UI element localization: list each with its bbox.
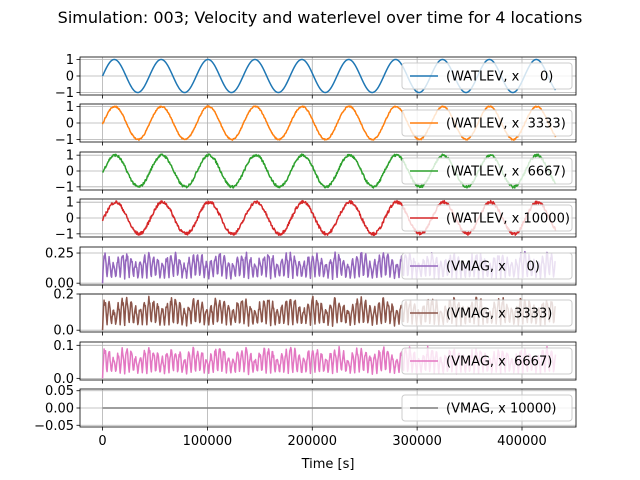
legend: (WATLEV, x 0): [401, 62, 573, 90]
legend-label: (VMAG, x 10000): [446, 402, 556, 417]
legend-label: (VMAG, x 6667): [446, 355, 552, 370]
y-tick-label: −1: [55, 227, 74, 242]
subplot-stack: −101(WATLEV, x 0)−101(WATLEV, x 3333)−10…: [34, 53, 577, 434]
subplot-frame: [79, 198, 577, 238]
subplot-3: −101 (WATLEV, x 6667): [55, 149, 577, 195]
subplot-frame: [79, 103, 577, 143]
y-tick-label: 0: [66, 117, 74, 132]
x-tick-label: 200000: [287, 434, 337, 449]
y-tick-label: 0: [66, 165, 74, 180]
y-tick-label: −1: [55, 180, 74, 195]
legend-label: (WATLEV, x 10000): [446, 212, 570, 227]
subplot-1: −10 1 (WATLEV, x 0): [55, 53, 577, 101]
legend: (WATLEV, x 10000): [401, 204, 573, 232]
x-tick-label: 400000: [497, 434, 547, 449]
chart-title: Simulation: 003; Velocity and waterlevel…: [58, 8, 583, 27]
subplot-5: 0.00 0.25 (VMAG, x 0): [45, 246, 577, 292]
y-tick-label: 0.00: [45, 402, 74, 417]
legend: (WATLEV, x 3333): [401, 109, 573, 137]
y-tick-label: 0: [66, 212, 74, 227]
x-axis-label: Time [s]: [301, 457, 355, 472]
subplot-8: −0.05 0.00 0.05 (VMAG, x 10000): [34, 384, 577, 434]
legend-label: (VMAG, x 3333): [446, 307, 552, 322]
y-tick-label: −0.05: [34, 419, 74, 434]
subplot-2: −10 1 (WATLEV, x 3333): [55, 100, 577, 148]
legend-box: [401, 394, 573, 422]
subplot-frame: [79, 388, 577, 428]
legend-box: [401, 204, 573, 232]
legend-label: (WATLEV, x 6667): [446, 165, 566, 180]
subplot-6: 0.0 0.2 (VMAG, x 3333): [53, 288, 577, 339]
legend-label: (VMAG, x 0): [446, 260, 540, 275]
y-tick-label: 0.0: [53, 372, 74, 387]
legend-box: [401, 299, 573, 327]
y-tick-label: 0.25: [45, 247, 74, 262]
legend-label: (WATLEV, x 0): [446, 70, 553, 85]
y-tick-label: 0.0: [53, 324, 74, 339]
y-tick-label: 0.00: [45, 277, 74, 292]
x-axis: 0 100000 200000 300000 400000: [98, 434, 546, 449]
subplot-frame: [79, 341, 577, 381]
subplot-4: −101 (WATLEV, x 10000): [55, 196, 577, 242]
x-tick-label: 300000: [392, 434, 442, 449]
y-tick-label: 0.05: [45, 384, 74, 399]
y-tick-label: 0.2: [53, 288, 74, 303]
subplot-frame: [79, 56, 577, 96]
legend: (WATLEV, x 6667): [401, 157, 573, 185]
legend: (VMAG, x 10000): [401, 394, 573, 422]
y-tick-label: 0: [66, 70, 74, 85]
y-tick-label: 1: [66, 196, 74, 211]
y-tick-label: 0.1: [53, 339, 74, 354]
legend: (VMAG, x 0): [401, 252, 573, 280]
legend-box: [401, 252, 573, 280]
y-tick-label: 1: [66, 149, 74, 164]
legend: (VMAG, x 3333): [401, 299, 573, 327]
legend-box: [401, 62, 573, 90]
legend-box: [401, 109, 573, 137]
x-tick-label: 0: [98, 434, 106, 449]
subplot-7: 0.0 0.1 (VMAG, x 6667): [53, 339, 577, 387]
subplot-frame: [79, 246, 577, 286]
legend-box: [401, 157, 573, 185]
y-tick-label: 1: [66, 100, 74, 115]
subplot-frame: [79, 293, 577, 333]
y-tick-label: −1: [55, 133, 74, 148]
y-tick-label: 1: [66, 53, 74, 68]
legend-box: [401, 347, 573, 375]
legend-label: (WATLEV, x 3333): [446, 117, 566, 132]
y-tick-label: −1: [55, 86, 74, 101]
subplot-frame: [79, 151, 577, 191]
x-tick-label: 100000: [183, 434, 233, 449]
legend: (VMAG, x 6667): [401, 347, 573, 375]
